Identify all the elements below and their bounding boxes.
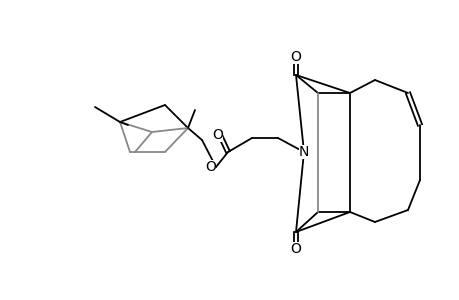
Text: O: O: [205, 160, 216, 174]
Text: O: O: [290, 50, 301, 64]
Text: N: N: [298, 145, 308, 159]
Text: O: O: [290, 242, 301, 256]
Text: O: O: [212, 128, 223, 142]
